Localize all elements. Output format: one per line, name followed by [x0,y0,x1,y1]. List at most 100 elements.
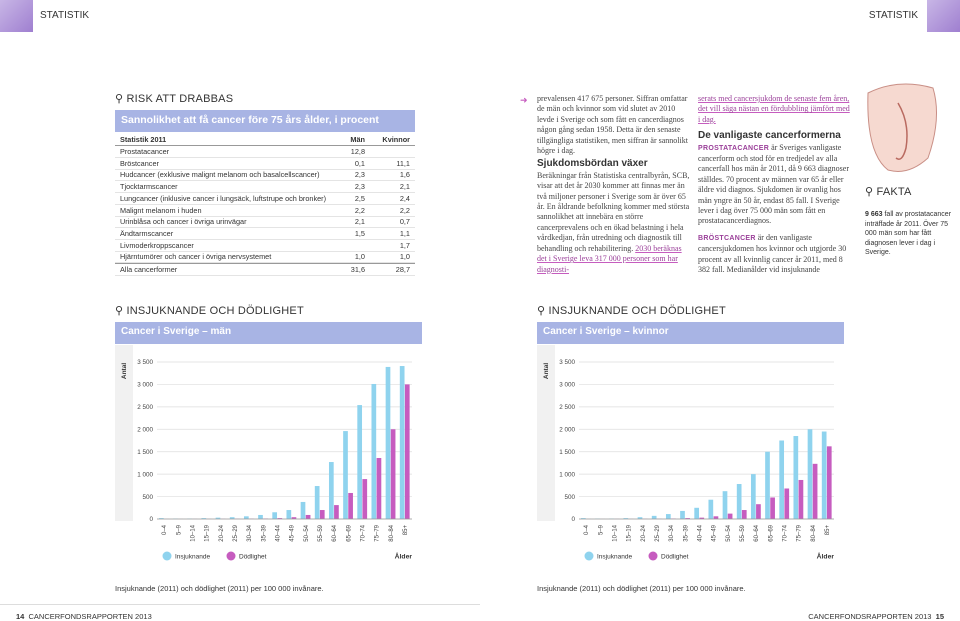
table-row: Malignt melanom i huden 2,2 2,2 [115,205,415,217]
y-tick-label: 3 500 [559,359,575,366]
y-axis-label: Antal [121,363,128,379]
table-cell: Alla cancerformer [120,265,178,274]
legend-label: Insjuknande [175,554,210,561]
bar [665,514,671,519]
y-tick-label: 500 [564,494,575,501]
page-number: 14 [16,612,25,621]
x-tick-label: 70–74 [782,524,788,541]
section-heading: ⚲ RISK ATT DRABBAS [115,93,234,105]
bar [371,383,377,519]
header-label: STATISTIK [40,10,90,21]
axis-band [115,345,133,521]
y-tick-label: 2 000 [137,426,153,433]
chart-title: Cancer i Sverige – män [115,322,422,344]
bar [291,517,297,519]
legend-swatch [226,551,236,561]
subheading: De vanligaste cancerformerna [698,130,841,142]
x-tick-label: 40–44 [697,524,703,541]
bar [685,518,690,519]
bar [404,384,410,519]
text: är Sveriges vanligaste cancerform och st… [698,142,849,226]
illustration-line [895,102,908,160]
bar [343,431,348,519]
illustration-shape [867,83,937,172]
paragraph: prevalensen 417 675 personer. Siffran om… [537,94,688,156]
x-axis-label: Ålder [817,552,835,561]
y-tick-label: 3 500 [137,359,153,366]
bar [722,491,728,519]
table-row: Urinblåsa och cancer i övriga urinvägar 2… [115,216,415,229]
bar [243,516,249,519]
table-cell: 2,5 [354,193,365,203]
bar [793,436,799,519]
bar [348,492,353,519]
legend-swatch [584,551,594,561]
section-heading: ⚲ INSJUKNANDE OCH DÖDLIGHET [537,305,726,317]
x-tick-label: 50–54 [726,524,732,541]
highlight: 2030 beräknas det i Sverige leva 317 000… [537,243,682,274]
bar [765,451,770,519]
header-label: STATISTIK [868,10,918,21]
table-row: Hudcancer (exklusive malignt melanom och… [115,169,415,182]
y-tick-label: 1 500 [137,449,153,456]
heading-text: INSJUKNANDE OCH DÖDLIGHET [548,305,726,317]
footer-title: CANCERFONDSRAPPORTEN 2013 [808,612,932,621]
bar [812,463,818,519]
fakta-heading: ⚲ FAKTA [865,186,912,198]
text: fall av prostatacancer inträffade år 201… [865,211,952,256]
table-cell: Bröstcancer [120,158,159,168]
page-number: 15 [935,612,944,621]
column-header: Statistik 2011 [120,135,167,144]
table-cell: 0,7 [399,217,410,227]
footer-rule [0,604,480,605]
x-tick-label: 5–9 [598,524,604,535]
y-tick-label: 3 000 [559,382,575,389]
paragraph: BRÖSTCANCER är den vanligaste cancersjuk… [698,233,850,276]
table-cell: Ändtarmscancer [120,228,174,238]
heading-text: INSJUKNANDE OCH DÖDLIGHET [126,305,304,317]
legend-label: Dödlighet [661,554,689,561]
bar [376,457,382,519]
x-tick-label: 75–79 [797,524,803,541]
x-tick-label: 15–19 [627,524,633,541]
bar [229,517,235,519]
table-cell: Lungcancer (inklusive cancer i lungsäck,… [120,193,327,203]
lead: 9 663 [865,211,883,218]
table-cell: 1,7 [399,240,410,250]
x-tick-label: 30–34 [669,524,675,541]
bar [390,429,396,519]
table-row: Hjärntumörer och cancer i övriga nervsys… [115,251,415,264]
legend-swatch [648,551,658,561]
text-column: serats med cancersjukdom de senaste fem … [698,94,850,276]
x-tick-label: 30–34 [247,524,253,541]
bar [272,512,278,519]
highlight: serats med cancersjukdom de senaste fem … [698,94,850,124]
table-title: Sannolikhet att få cancer före 75 års ål… [115,110,415,132]
y-tick-label: 3 000 [137,382,153,389]
x-tick-label: 80–84 [389,524,395,541]
table-cell: Hudcancer (exklusive malignt melanom och… [120,170,320,180]
x-tick-label: 50–54 [304,524,310,541]
bar [736,484,742,519]
table-row: Bröstcancer 0,1 11,1 [115,158,415,170]
table-cell: 2,1 [354,217,365,227]
lead: BRÖSTCANCER [698,234,756,242]
bar [741,510,747,519]
x-tick-label: 60–64 [754,524,760,541]
table-row: Lungcancer (inklusive cancer i lungsäck,… [115,193,415,205]
x-tick-label: 45–49 [712,524,718,541]
bar [286,510,292,519]
bar [314,486,320,519]
x-tick-label: 65–69 [346,524,352,541]
table-cell: 2,3 [354,170,365,180]
table-cell: 1,6 [399,170,410,180]
table-cell: 1,5 [354,228,365,238]
x-tick-label: 25–29 [233,524,239,541]
bar [357,405,363,519]
bar [713,516,719,519]
bar [305,514,311,519]
table-cell: 2,4 [399,193,410,203]
legend-label: Insjuknande [597,554,632,561]
y-tick-label: 0 [571,516,575,523]
